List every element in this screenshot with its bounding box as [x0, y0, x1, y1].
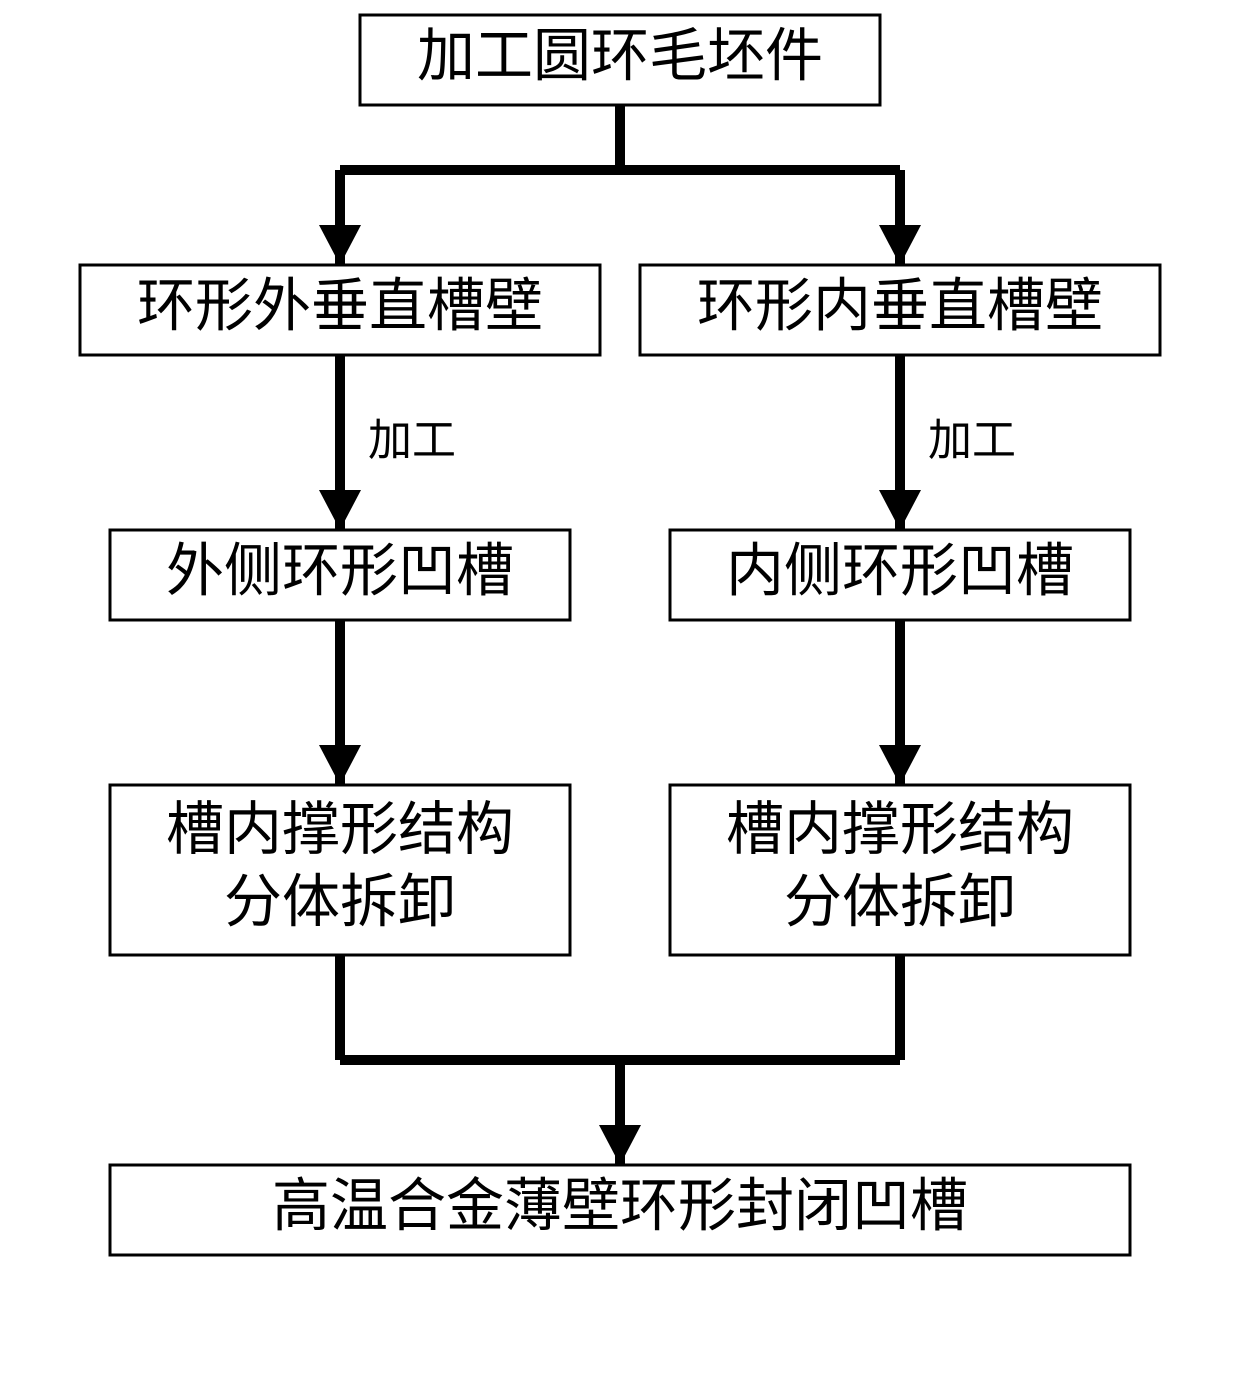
node-label: 外侧环形凹槽 [166, 538, 514, 603]
flow-node-n1: 加工圆环毛坯件 [360, 15, 880, 105]
node-label: 加工圆环毛坯件 [417, 23, 823, 88]
edge-label: 加工 [928, 416, 1016, 465]
flow-node-n3: 环形内垂直槽壁 [640, 265, 1160, 355]
flow-node-n2: 环形外垂直槽壁 [80, 265, 600, 355]
flow-node-n6: 槽内撑形结构分体拆卸 [110, 785, 570, 955]
node-label: 槽内撑形结构 [166, 797, 514, 862]
flow-node-n8: 高温合金薄壁环形封闭凹槽 [110, 1165, 1130, 1255]
flow-node-n4: 外侧环形凹槽 [110, 530, 570, 620]
node-label: 环形内垂直槽壁 [697, 273, 1103, 338]
node-label: 槽内撑形结构 [726, 797, 1074, 862]
flowchart-diagram: 加工加工加工圆环毛坯件环形外垂直槽壁环形内垂直槽壁外侧环形凹槽内侧环形凹槽槽内撑… [0, 0, 1240, 1373]
flow-node-n5: 内侧环形凹槽 [670, 530, 1130, 620]
edge-label: 加工 [368, 416, 456, 465]
node-label: 分体拆卸 [224, 870, 456, 935]
node-label: 分体拆卸 [784, 870, 1016, 935]
node-label: 环形外垂直槽壁 [137, 273, 543, 338]
node-label: 高温合金薄壁环形封闭凹槽 [272, 1173, 968, 1238]
node-label: 内侧环形凹槽 [726, 538, 1074, 603]
flow-node-n7: 槽内撑形结构分体拆卸 [670, 785, 1130, 955]
